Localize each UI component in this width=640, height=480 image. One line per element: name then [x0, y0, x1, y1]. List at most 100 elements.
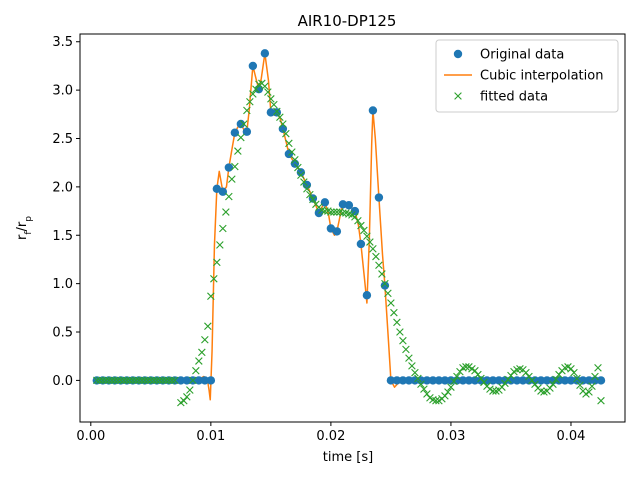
original-data-point [578, 376, 588, 385]
original-data-point [404, 376, 414, 385]
fitted-data-point [351, 213, 359, 221]
fitted-data-point [591, 372, 599, 381]
y-tick-label: 3.5 [52, 35, 73, 50]
fitted-data-point [339, 209, 347, 217]
original-data-point [230, 128, 240, 137]
fitted-data-point [261, 82, 269, 91]
original-data-point [248, 61, 258, 71]
fitted-data-point [195, 357, 203, 365]
x-tick-label: 0.02 [316, 429, 345, 444]
fitted-data-point [456, 367, 464, 376]
fitted-data-point [573, 374, 581, 383]
original-data-point [200, 376, 210, 385]
fitted-data-point [330, 208, 338, 216]
fitted-data-point [393, 318, 401, 327]
fitted-data-point [162, 376, 170, 385]
fitted-data-point [198, 348, 206, 357]
fitted-data-point [363, 232, 371, 241]
fitted-data-point [420, 385, 428, 393]
original-data-point [182, 376, 192, 385]
fitted-data-point [453, 372, 461, 381]
fitted-data-point [267, 95, 275, 103]
fitted-data-point [288, 148, 296, 156]
original-data-point [488, 376, 498, 385]
original-data-point [386, 376, 396, 385]
fitted-data-point [576, 381, 584, 390]
fitted-data-point [375, 261, 383, 270]
fitted-data-point [366, 238, 374, 246]
fitted-data-point [303, 185, 311, 193]
original-data-point [434, 376, 444, 385]
original-data-point [260, 49, 270, 58]
fitted-data-point [240, 120, 248, 128]
x-tick-label: 0.00 [76, 429, 105, 444]
original-data-point [272, 108, 282, 117]
original-data-point [518, 376, 528, 385]
original-data-point [464, 376, 474, 385]
original-data-point [596, 376, 606, 385]
x-tick-label: 0.03 [436, 429, 465, 444]
fitted-data-point [597, 396, 605, 405]
fitted-data-point [408, 362, 416, 370]
fitted-data-point [252, 85, 260, 93]
original-data-point [398, 376, 408, 385]
fitted-data-point [147, 376, 155, 385]
fitted-data-point [282, 129, 290, 138]
fitted-data-point [186, 386, 194, 394]
fitted-data-point [222, 208, 230, 216]
fitted-data-point [138, 376, 146, 385]
legend-marker-original-data [453, 49, 463, 59]
fitted-data-point [291, 155, 299, 164]
original-data-point [512, 376, 522, 385]
fitted-data-point [387, 299, 395, 307]
fitted-data-point [129, 376, 137, 385]
fitted-data-point [132, 376, 140, 385]
fitted-data-point [414, 374, 422, 383]
original-data-point [560, 376, 570, 385]
chart-title: AIR10-DP125 [298, 12, 397, 30]
fitted-data-point [522, 368, 530, 377]
fitted-data-point [396, 328, 404, 336]
y-tick-label: 1.5 [52, 229, 73, 244]
axes-frame [79, 33, 626, 423]
fitted-data-point [126, 376, 134, 385]
y-tick-label: 2.0 [52, 180, 73, 195]
fitted-data-point [264, 88, 272, 96]
fitted-data-point [270, 100, 278, 109]
y-tick-label: 2.5 [52, 132, 73, 147]
fitted-data-point [144, 376, 152, 385]
y-axis: 0.0 0.5 1.0 1.5 2.0 2.5 3.0 3.5 [52, 35, 80, 389]
original-data-point [320, 198, 330, 207]
original-data-point [566, 376, 576, 385]
original-data-point [290, 159, 300, 168]
original-data-point [572, 376, 582, 385]
original-data-point [332, 227, 342, 236]
original-data-point [470, 376, 480, 385]
original-data-point [458, 376, 468, 385]
fitted-data-point [372, 252, 380, 261]
fitted-data-point [180, 396, 188, 405]
original-data-point [362, 291, 372, 300]
fitted-data-point [444, 388, 452, 396]
fitted-data-point [546, 384, 554, 392]
legend-label-fitted-data: fitted data [480, 90, 548, 105]
fitted-data-point [207, 292, 215, 301]
fitted-data-point [501, 379, 509, 388]
fitted-data-point [156, 376, 164, 385]
original-data-point [218, 187, 228, 196]
original-data-point [224, 163, 234, 172]
original-data-point [392, 376, 402, 385]
fitted-data-point [306, 190, 314, 199]
fitted-data-point [171, 376, 179, 385]
fitted-data-point [360, 226, 368, 235]
legend-label-cubic-interpolation: Cubic interpolation [480, 69, 603, 84]
fitted-data-point [384, 289, 392, 298]
fitted-data-point [159, 376, 167, 385]
fitted-data-point [216, 241, 224, 249]
fitted-data-point [93, 376, 101, 385]
fitted-data-point [450, 377, 458, 386]
fitted-data-point [549, 380, 557, 389]
fitted-data-point [123, 376, 131, 385]
fitted-data-point [237, 133, 245, 142]
